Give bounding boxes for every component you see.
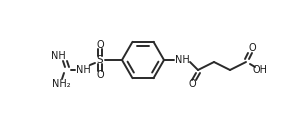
Text: S: S: [97, 55, 103, 65]
Text: NH: NH: [174, 55, 189, 65]
Text: NH₂: NH₂: [52, 79, 70, 89]
Text: O: O: [96, 70, 104, 80]
Text: NH: NH: [76, 65, 90, 75]
Text: O: O: [96, 40, 104, 50]
Text: OH: OH: [253, 65, 267, 75]
Text: NH: NH: [51, 51, 65, 61]
Text: O: O: [248, 43, 256, 53]
Text: O: O: [188, 79, 196, 89]
